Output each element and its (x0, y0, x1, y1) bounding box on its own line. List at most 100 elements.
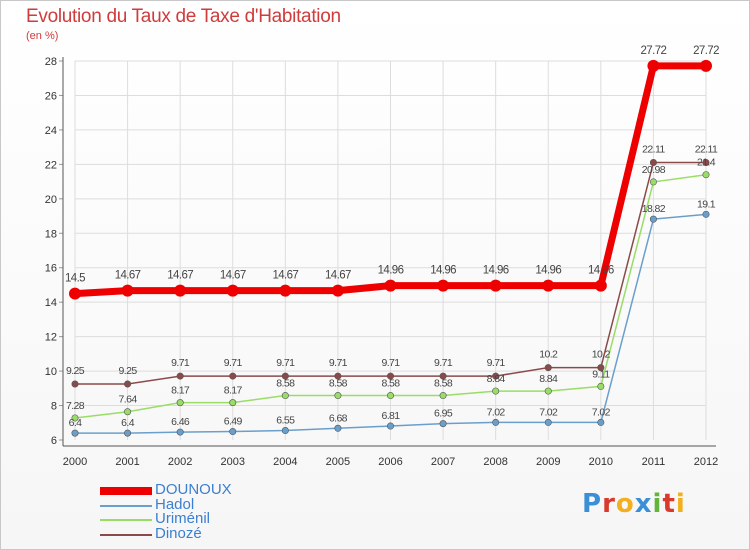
series-layer (69, 59, 712, 437)
series-point (176, 372, 184, 380)
data-label: 14.67 (272, 270, 298, 282)
logo-letter: x (634, 489, 653, 519)
series-point (334, 424, 342, 432)
series-point (544, 387, 552, 395)
y-tick-label: 10 (45, 366, 57, 378)
data-label: 14.96 (588, 265, 614, 277)
y-tick-label: 28 (45, 56, 57, 68)
series-point (71, 380, 79, 388)
series-point (386, 372, 394, 380)
data-label: 14.67 (115, 270, 141, 282)
series-point (489, 279, 502, 292)
data-label-layer: 6.4 6.4 6.46 6.49 6.55 6.68 6.81 6.95 7.02 7.02 7.… (65, 45, 720, 429)
legend-label-dounoux: DOUNOUX (155, 481, 232, 498)
proxiti-logo: Proxiti (582, 489, 686, 519)
data-label: 6.81 (381, 410, 400, 422)
series-point (334, 392, 342, 400)
data-label: 6.55 (276, 415, 295, 427)
chart-unit-label: (en %) (26, 30, 59, 42)
data-label: 8.17 (171, 385, 190, 397)
data-label: 14.96 (378, 265, 404, 277)
series-point (174, 284, 187, 297)
data-label: 14.67 (325, 270, 351, 282)
series-point (71, 414, 79, 422)
series-point (544, 364, 552, 372)
legend-swatch-dounoux (100, 487, 152, 495)
x-tick-label: 2001 (115, 456, 139, 468)
data-label: 9.25 (119, 365, 138, 377)
data-label: 9.71 (171, 357, 190, 369)
series-point (702, 158, 710, 166)
data-label: 18.82 (642, 203, 666, 215)
data-label: 9.71 (487, 357, 506, 369)
series-point (597, 382, 605, 390)
series-point (176, 428, 184, 436)
series-point (597, 418, 605, 426)
data-label: 14.96 (430, 265, 456, 277)
y-tick-label: 16 (45, 263, 57, 275)
data-label: 7.02 (592, 406, 611, 418)
data-label: 21.4 (697, 157, 716, 169)
data-label: 7.02 (487, 406, 506, 418)
series-point (384, 279, 397, 292)
x-tick-label: 2004 (273, 456, 297, 468)
series-point (71, 429, 79, 437)
data-label: 6.49 (224, 416, 243, 428)
x-tick-label: 2012 (694, 456, 718, 468)
series-point (594, 279, 607, 292)
data-label: 10.2 (592, 349, 611, 361)
y-tick-label: 12 (45, 332, 57, 344)
series-point (69, 287, 81, 300)
series-point (386, 392, 394, 400)
y-tick-label: 8 (51, 401, 57, 413)
series-point (386, 422, 394, 430)
data-label: 8.58 (276, 378, 295, 390)
data-label: 14.67 (220, 270, 246, 282)
legend-label-urimenil: Uriménil (155, 510, 211, 527)
legend-swatch-dinoze (100, 533, 152, 536)
y-tick-label: 22 (45, 159, 57, 171)
x-tick-label: 2000 (63, 456, 87, 468)
series-point (649, 158, 657, 166)
x-tick-label: 2007 (431, 456, 455, 468)
y-tick-label: 26 (45, 90, 57, 102)
data-label: 6.4 (69, 417, 83, 429)
series-point (121, 284, 134, 297)
series-point (176, 399, 184, 407)
data-label: 20.98 (642, 164, 666, 176)
x-tick-label: 2008 (483, 456, 507, 468)
series-point (649, 215, 657, 223)
series-point (229, 399, 237, 407)
series-point (647, 59, 660, 72)
data-label: 14.96 (483, 265, 509, 277)
data-label: 9.71 (224, 357, 243, 369)
data-label: 22.11 (695, 143, 718, 155)
data-label: 9.25 (66, 365, 85, 377)
legend-label-hadol: Hadol (155, 495, 195, 513)
series-point (492, 418, 500, 426)
series-point (437, 279, 450, 292)
series-point (492, 387, 500, 395)
x-tick-label: 2009 (536, 456, 560, 468)
y-tick-label: 6 (51, 435, 57, 447)
series-point (229, 372, 237, 380)
series-point (124, 408, 132, 416)
series-point (124, 429, 132, 437)
x-tick-label: 2002 (168, 456, 192, 468)
chart-title: Evolution du Taux de Taxe d'Habitation (26, 6, 341, 27)
series-point (492, 372, 500, 380)
legend-label-dinoze: Dinozé (155, 524, 202, 542)
series-point (544, 418, 552, 426)
series-point (226, 284, 239, 297)
series-point (229, 428, 237, 436)
series-point (281, 392, 289, 400)
data-label: 27.72 (693, 45, 719, 57)
legend-swatch-hadol (100, 504, 152, 507)
logo-letter: P (582, 489, 603, 519)
data-label: 6.95 (434, 408, 453, 420)
logo-letter: o (615, 489, 635, 519)
series-point (649, 178, 657, 186)
axis-layer: 6 8 10 12 14 16 18 20 22 24 26 28 2000 2001 2002 2003 20… (45, 56, 718, 468)
data-label: 7.64 (119, 394, 138, 406)
